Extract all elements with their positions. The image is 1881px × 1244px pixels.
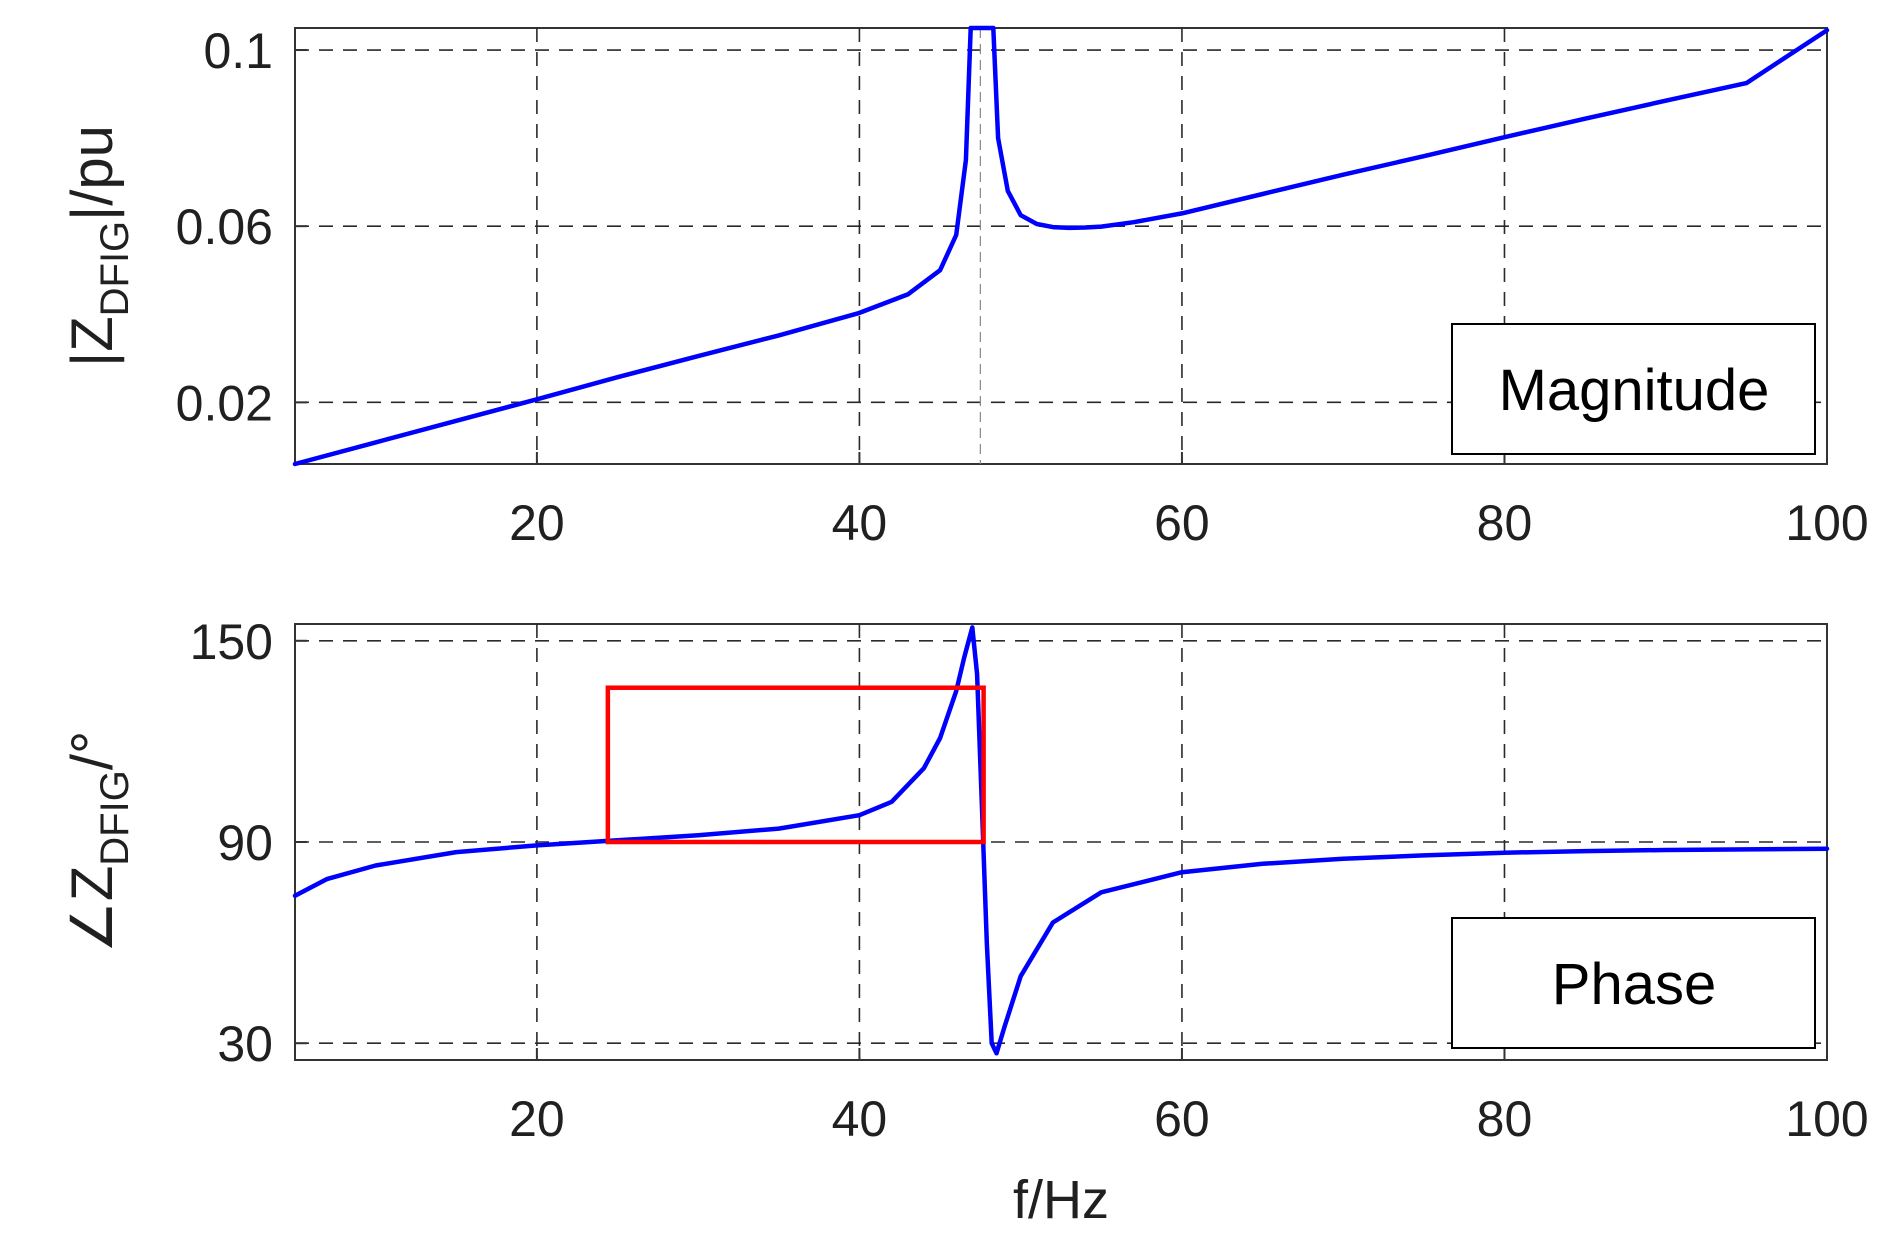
x-tick-label: 20: [509, 1091, 565, 1147]
phase-x-tick-labels: 20 40 60 80 100: [509, 1048, 1869, 1147]
magnitude-ylabel-prefix: |Z: [60, 316, 125, 367]
phase-legend-box: [1451, 917, 1816, 1049]
series-line: [292, 25, 1830, 467]
phase-ylabel-prefix: ∠Z: [60, 866, 125, 953]
x-axis-label: f/Hz: [1013, 1170, 1109, 1230]
x-tick-label: 20: [509, 495, 565, 551]
highlight-rectangle: [605, 685, 986, 845]
x-tick-label: 40: [832, 495, 888, 551]
x-tick-label: 40: [832, 1091, 888, 1147]
x-tick-label: 60: [1154, 495, 1210, 551]
magnitude-x-tick-labels: 20 40 60 80 100: [509, 452, 1869, 551]
y-tick-label: 90: [217, 815, 273, 871]
y-tick-label: 150: [190, 614, 273, 670]
phase-y-tick-labels: 30 90 150: [190, 614, 307, 1072]
x-tick-label: 80: [1477, 495, 1533, 551]
magnitude-legend-label: Magnitude: [1499, 358, 1770, 423]
phase-highlight-box: [605, 685, 986, 845]
y-tick-label: 0.1: [203, 23, 273, 79]
magnitude-y-axis-label: |ZDFIG|/pu: [60, 125, 137, 367]
x-tick-label: 100: [1785, 495, 1868, 551]
phase-y-axis-label: ∠ZDFIG/°: [60, 731, 137, 953]
x-tick-label: 80: [1477, 1091, 1533, 1147]
x-tick-label: 60: [1154, 1091, 1210, 1147]
phase-legend-label: Phase: [1552, 952, 1716, 1017]
y-tick-label: 0.02: [176, 375, 273, 431]
magnitude-legend-box: [1451, 323, 1816, 455]
magnitude-y-tick-labels: 0.02 0.06 0.1: [176, 23, 307, 431]
y-tick-label: 30: [217, 1016, 273, 1072]
magnitude-ylabel-suffix: |/pu: [60, 125, 125, 221]
magnitude-series: [292, 25, 1830, 467]
magnitude-ylabel-subscript: DFIG: [93, 221, 137, 317]
magnitude-panel: 20 40 60 80 100 0.02 0.06 0.1 |ZDFIG|/pu Magni…: [60, 23, 1869, 551]
y-tick-label: 0.06: [176, 199, 273, 255]
x-tick-label: 100: [1785, 1091, 1868, 1147]
magnitude-axes-frame: [294, 27, 1828, 465]
phase-panel: 20 40 60 80 100 30 90 150 ∠ZDFIG/° Phase f/Hz: [60, 614, 1869, 1230]
phase-ylabel-subscript: DFIG: [93, 770, 137, 866]
phase-ylabel-suffix: /°: [60, 731, 125, 770]
